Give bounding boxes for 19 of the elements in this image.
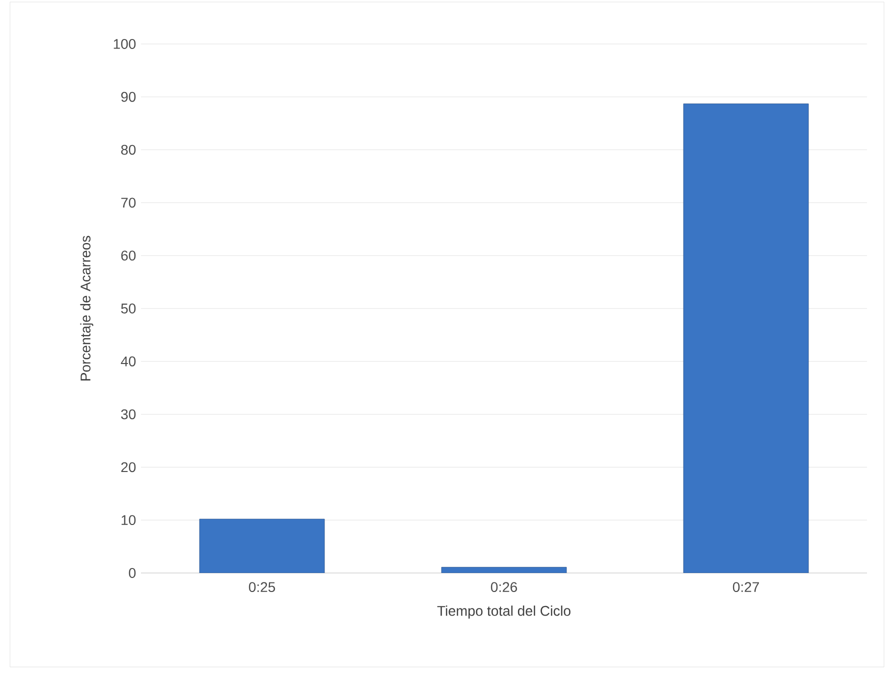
y-tick-label: 40 xyxy=(120,356,136,366)
x-tick-label: 0:27 xyxy=(732,582,759,592)
y-tick-label: 20 xyxy=(121,462,136,472)
x-axis-title: Tiempo total del Ciclo xyxy=(437,606,570,619)
x-tick-label: 0:26 xyxy=(490,582,518,592)
y-tick-label: 50 xyxy=(121,304,136,314)
bar xyxy=(199,518,325,573)
bar xyxy=(441,566,567,573)
y-tick-label: 70 xyxy=(121,198,136,208)
y-tick-label: 0 xyxy=(128,568,136,578)
bar xyxy=(683,104,809,573)
y-tick-label: 10 xyxy=(122,515,136,526)
y-tick-label: 60 xyxy=(121,250,136,261)
x-tick-label: 0:25 xyxy=(248,582,276,592)
y-tick-label: 80 xyxy=(121,144,136,155)
y-tick-label: 90 xyxy=(121,92,136,102)
y-tick-label: 30 xyxy=(121,409,136,420)
y-tick-label: 100 xyxy=(114,39,136,49)
y-axis-title: Porcentaje de Acarreos xyxy=(80,236,94,380)
